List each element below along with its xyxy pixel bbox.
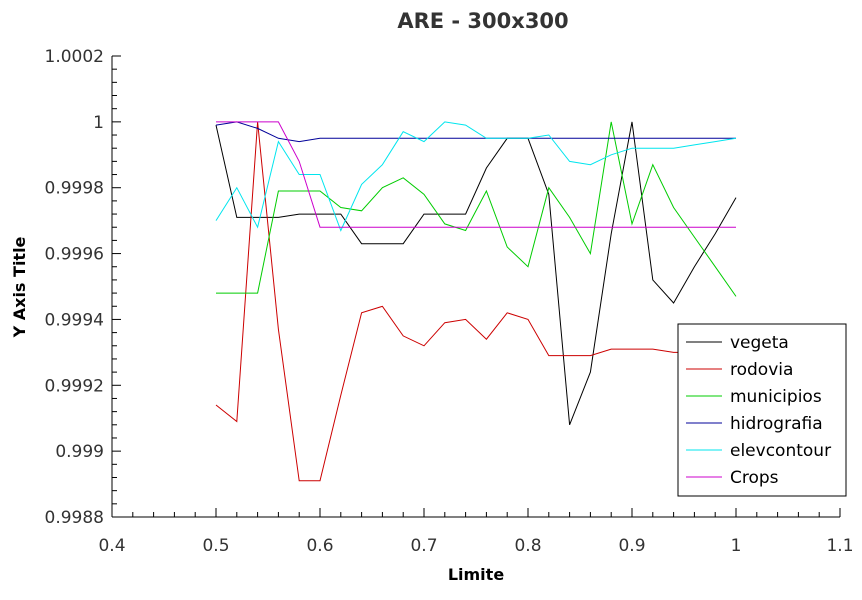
series-line-crops: [216, 121, 736, 228]
y-tick-label: 1.0002: [45, 47, 104, 67]
series-line-hidrografia: [215, 121, 736, 143]
legend-label-crops: Crops: [730, 468, 779, 488]
x-tick-label: 0.5: [202, 536, 229, 556]
legend: vegeta rodovia municipios hidrografia elevco…: [677, 323, 847, 497]
y-tick-label: 0.9988: [45, 508, 104, 528]
x-tick-label: 0.8: [514, 536, 541, 556]
legend-label-elevcontour: elevcontour: [730, 441, 831, 461]
x-axis-label: Limite: [448, 565, 504, 584]
y-tick-label: 0.9992: [45, 376, 104, 396]
y-tick-label: 0.9994: [45, 310, 104, 330]
y-tick-label: 0.9998: [45, 179, 104, 199]
series-line-municipios: [216, 121, 737, 297]
legend-box: [677, 323, 847, 497]
series-line-elevcontour: [215, 121, 737, 232]
legend-label-municipios: municipios: [730, 387, 822, 407]
x-tick-label: 0.4: [98, 536, 125, 556]
y-tick-label: 0.9996: [45, 245, 104, 265]
x-tick-label: 0.6: [306, 536, 333, 556]
x-tick-label: 0.9: [618, 536, 645, 556]
chart-title: ARE - 300x300: [397, 9, 568, 33]
y-tick-label: 0.999: [55, 442, 104, 462]
legend-label-vegeta: vegeta: [730, 333, 789, 353]
y-axis: 0.9988 0.999 0.9992 0.9994 0.9996 0.9998 1 1.00…: [45, 47, 121, 528]
x-tick-label: 0.7: [410, 536, 437, 556]
x-axis: 0.4 0.5 0.6 0.7 0.8 0.9 1 1.1: [98, 508, 854, 556]
series-line-vegeta: [215, 121, 737, 425]
x-tick-label: 1.1: [826, 536, 853, 556]
plot-area: [215, 121, 737, 482]
series-line-rodovia: [215, 121, 737, 482]
y-tick-label: 1: [93, 113, 104, 133]
legend-label-hidrografia: hidrografia: [730, 414, 823, 434]
x-tick-label: 1: [731, 536, 742, 556]
legend-label-rodovia: rodovia: [730, 360, 793, 380]
y-axis-label: Y Axis Title: [10, 236, 29, 338]
